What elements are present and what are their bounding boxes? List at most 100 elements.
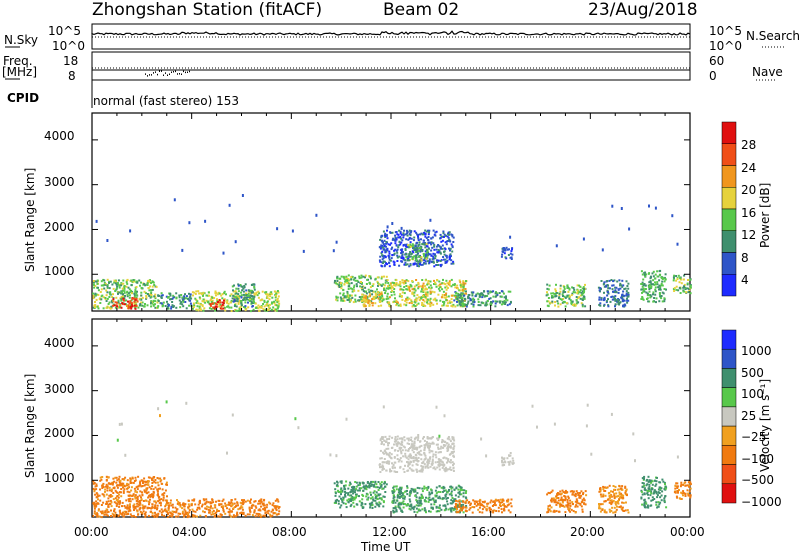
power-echo-cell	[623, 299, 626, 302]
velocity-echo-cell	[572, 510, 575, 513]
velocity-echo-cell	[165, 510, 168, 513]
power-echo-cell	[412, 304, 415, 306]
power-echo-cell	[124, 294, 126, 297]
power-echo-cell	[689, 278, 692, 281]
velocity-echo-cell	[577, 502, 580, 505]
velocity-echo-cell	[503, 509, 506, 512]
power-echo-cell	[364, 300, 367, 303]
velocity-echo-cell	[187, 503, 190, 506]
power-echo-cell	[399, 280, 402, 283]
velocity-echo-cell	[444, 470, 447, 473]
velocity-echo-cell	[148, 501, 151, 504]
velocity-echo-cell	[447, 436, 450, 438]
velocity-echo-cell	[136, 498, 139, 501]
power-echo-cell	[444, 262, 447, 264]
velocity-echo-cell	[342, 496, 345, 499]
power-echo-cell	[379, 296, 381, 299]
velocity-echo-cell	[123, 510, 126, 513]
power-echo-cell	[660, 284, 663, 287]
velocity-echo-cell	[365, 488, 368, 491]
velocity-echo-cell	[503, 507, 506, 510]
velocity-echo-cell	[421, 462, 424, 464]
power-echo-cell	[445, 261, 448, 264]
power-echo-cell	[398, 244, 401, 247]
power-echo-cell	[371, 285, 374, 287]
velocity-echo-cell	[400, 492, 403, 495]
power-echo-cell	[655, 297, 658, 300]
velocity-echo-cell	[130, 489, 133, 492]
power-echo-cell	[547, 297, 550, 299]
power-echo-cell	[623, 305, 626, 308]
power-echo-cell	[92, 283, 95, 286]
velocity-echo-cell	[412, 469, 415, 472]
velocity-echo-cell	[264, 509, 266, 512]
power-echo-cell	[345, 280, 348, 283]
velocity-echo-cell	[462, 500, 465, 503]
power-echo-cell	[159, 302, 162, 305]
velocity-echo-cell	[108, 503, 111, 506]
velocity-echo-cell	[349, 483, 352, 485]
velocity-echo-cell	[581, 499, 584, 502]
velocity-echo-cell	[156, 477, 159, 479]
power-echo-cell	[452, 303, 455, 306]
velocity-echo-cell	[392, 463, 395, 466]
power-echo-cell	[421, 279, 424, 281]
velocity-echo-cell	[465, 490, 468, 493]
velocity-echo-cell	[133, 487, 136, 490]
velocity-echo-cell	[420, 458, 423, 461]
velocity-echo-cell	[127, 513, 130, 515]
velocity-echo-cell	[377, 489, 380, 491]
velocity-echo-cell	[422, 436, 425, 438]
velocity-echo-cell	[417, 509, 420, 512]
power-echo-cell	[551, 301, 554, 304]
power-echo-cell	[112, 293, 114, 296]
velocity-echo-cell	[340, 487, 343, 490]
velocity-echo-cell	[422, 460, 425, 463]
power-echo-cell	[185, 307, 188, 310]
power-echo-cell	[492, 290, 495, 293]
velocity-echo-cell	[220, 514, 223, 516]
velocity-echo-cell	[452, 509, 455, 512]
power-echo-cell	[129, 305, 132, 308]
power-echo-cell	[109, 293, 112, 296]
velocity-echo-cell	[569, 510, 572, 513]
velocity-echo-cell	[170, 512, 173, 515]
velocity-echo-cell	[423, 485, 426, 488]
velocity-echo-cell	[210, 513, 213, 516]
power-echo-cell	[575, 296, 578, 298]
power-echo-cell	[354, 276, 357, 279]
velocity-echo-cell	[385, 447, 388, 450]
velocity-echo-cell	[277, 513, 280, 515]
power-echo-cell	[368, 299, 371, 302]
velocity-echo-cell	[404, 449, 407, 452]
velocity-echo-cell	[455, 487, 458, 490]
velocity-echo-cell	[353, 486, 356, 488]
velocity-echo-cell	[480, 503, 483, 506]
velocity-echo-cell	[244, 514, 247, 517]
power-echo-cell	[430, 260, 433, 263]
velocity-echo-cell	[94, 512, 97, 515]
power-echo-cell	[396, 256, 399, 259]
power-echo-cell	[440, 235, 443, 238]
velocity-echo-cell	[174, 506, 177, 509]
power-echo-cell	[137, 306, 140, 309]
power-echo-cell	[211, 302, 214, 305]
velocity-echo-cell	[361, 493, 364, 496]
velocity-echo-cell	[376, 497, 379, 500]
power-echo-cell	[477, 304, 480, 307]
velocity-echo-cell	[410, 436, 413, 439]
power-echo-cell	[447, 231, 450, 234]
velocity-echo-cell	[163, 492, 166, 495]
power-echo-cell	[404, 259, 407, 262]
power-echo-cell	[112, 298, 115, 301]
power-echo-cell	[210, 303, 213, 305]
power-echo-cell	[363, 294, 366, 297]
power-echo-cell	[376, 296, 379, 298]
power-echo-cell	[366, 278, 369, 281]
power-echo-cell	[390, 282, 392, 285]
velocity-echo-cell	[423, 507, 426, 510]
power-echo-cell	[427, 229, 429, 232]
power-echo-cell	[627, 293, 630, 296]
velocity-echo-cell	[345, 506, 348, 509]
power-echo-cell	[614, 298, 617, 300]
